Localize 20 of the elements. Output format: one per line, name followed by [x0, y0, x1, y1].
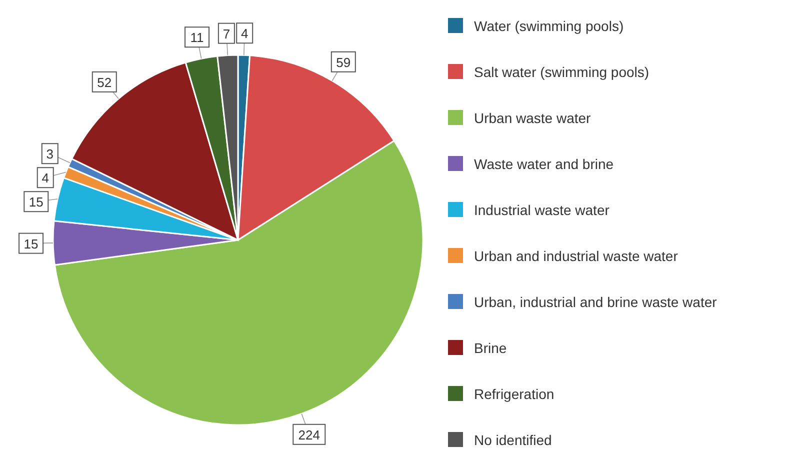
data-label: 52	[97, 74, 112, 90]
legend-label: Urban waste water	[474, 110, 592, 126]
legend-label: No identified	[474, 432, 552, 448]
data-label: 4	[240, 26, 248, 42]
data-label: 59	[336, 54, 351, 70]
data-label: 7	[222, 26, 230, 42]
data-label: 224	[298, 427, 320, 442]
data-label: 3	[46, 146, 54, 162]
legend-label: Waste water and brine	[474, 156, 614, 172]
legend-label: Salt water (swimming pools)	[474, 64, 650, 80]
data-label: 4	[42, 170, 49, 186]
legend-label: Water (swimming pools)	[474, 18, 624, 34]
legend-label: Refrigeration	[474, 386, 554, 402]
data-label: 15	[24, 236, 38, 252]
legend-label: Urban, industrial and brine waste water	[474, 294, 718, 310]
data-label: 11	[190, 30, 204, 46]
legend-label: Industrial waste water	[474, 202, 610, 218]
legend-label: Brine	[474, 340, 507, 356]
legend-label: Urban and industrial waste water	[474, 248, 678, 264]
data-label: 15	[28, 194, 44, 210]
